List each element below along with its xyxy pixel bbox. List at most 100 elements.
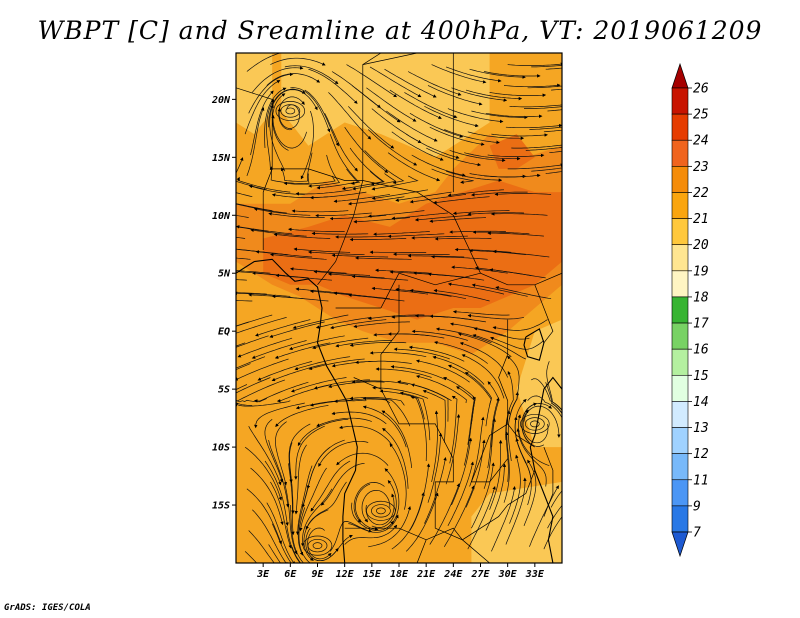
- streamline-377: [431, 64, 487, 84]
- streamline-45: [503, 431, 510, 503]
- streamline-170: [387, 332, 445, 339]
- streamline-8: [405, 492, 439, 552]
- streamline-43: [465, 439, 486, 508]
- streamline-289: [266, 99, 275, 169]
- streamline-16: [248, 530, 275, 563]
- streamline-88: [362, 405, 407, 448]
- streamline-33: [266, 502, 296, 563]
- wbpt-region-20c-2: [471, 481, 562, 563]
- streamline-327: [391, 131, 444, 161]
- streamline-165: [289, 335, 345, 351]
- map-title: WBPT [C] and Sreamline at 400hPa, VT: 20…: [37, 16, 763, 45]
- colorbar-swatch: [671, 401, 689, 428]
- streamline-eddy-north-ring-3: [275, 101, 306, 121]
- streamline-231: [331, 253, 389, 258]
- coastline: [236, 258, 562, 563]
- colorbar-swatch: [671, 166, 689, 193]
- lat-tick-label: 15S: [212, 501, 230, 512]
- streamline-14: [529, 485, 559, 547]
- streamline-351: [547, 109, 562, 112]
- colorbar-swatch: [671, 479, 689, 507]
- streamline-40: [389, 443, 407, 510]
- lon-tick-label: 12E: [336, 569, 355, 580]
- streamline-120: [349, 396, 405, 406]
- streamline-47: [550, 490, 562, 508]
- streamline-321: [268, 88, 306, 128]
- streamline-48: [246, 488, 282, 545]
- streamline-35: [298, 507, 311, 563]
- streamline-139: [415, 359, 470, 383]
- streamline-55: [353, 482, 385, 523]
- colorbar-top-arrow: [671, 62, 689, 89]
- streamline-58: [445, 414, 461, 485]
- border-line-12: [416, 539, 427, 563]
- streamline-15: [543, 516, 562, 550]
- streamline-238: [469, 248, 526, 256]
- border-line-8: [353, 377, 454, 529]
- streamline-167: [335, 340, 392, 348]
- lon-tick-label: 6E: [284, 569, 297, 580]
- streamline-212: [275, 273, 333, 281]
- streamline-317: [511, 144, 562, 149]
- streamline-369: [270, 57, 326, 66]
- streamline-42: [451, 437, 473, 506]
- streamline-171: [411, 329, 468, 341]
- lon-tick-label: 30E: [498, 569, 518, 580]
- streamline-65: [264, 460, 289, 526]
- streamline-179: [255, 319, 311, 337]
- streamline-206: [471, 283, 528, 297]
- streamline-350: [524, 106, 562, 109]
- streamline-248: [349, 237, 407, 242]
- streamline-116: [275, 405, 329, 428]
- streamline-34: [289, 504, 304, 563]
- streamline-358: [366, 87, 417, 122]
- streamline-300: [484, 173, 541, 178]
- streamline-194: [236, 291, 291, 297]
- streamline-287: [494, 192, 552, 196]
- streamline-202: [395, 287, 452, 297]
- streamline-161: [236, 335, 269, 348]
- lon-tick-label: 15E: [363, 569, 382, 580]
- streamline-242: [236, 225, 293, 235]
- streamline-105: [379, 389, 425, 420]
- streamline-208: [236, 279, 247, 281]
- streamline-53: [305, 481, 347, 530]
- streamline-eddy-north-ring-3: [285, 107, 296, 115]
- streamline-133: [290, 377, 347, 393]
- streamline-24: [409, 463, 431, 531]
- border-line-3: [362, 53, 418, 65]
- streamline-168: [349, 342, 407, 347]
- streamline-311: [387, 152, 441, 182]
- streamline-142: [531, 378, 562, 411]
- streamline-99: [288, 423, 311, 483]
- lon-tick-label: 21E: [416, 569, 436, 580]
- border-line-14: [498, 319, 535, 448]
- grads-credit: GrADS: IGES/COLA: [4, 603, 91, 613]
- streamline-234: [393, 252, 450, 256]
- streamline-333: [505, 123, 562, 129]
- streamline-355: [304, 89, 339, 147]
- streamline-250: [387, 233, 445, 239]
- streamline-374: [369, 66, 422, 98]
- streamline-183: [330, 319, 387, 330]
- streamline-348: [485, 112, 543, 118]
- streamline-280: [348, 196, 405, 206]
- colorbar-swatch: [671, 270, 689, 298]
- streamline-284: [433, 196, 490, 205]
- streamline-368: [246, 53, 282, 72]
- streamline-anticyclone-southwest-ring-0: [312, 542, 323, 549]
- streamline-274: [236, 176, 291, 193]
- streamline-214: [313, 269, 371, 276]
- colorbar-label: 18: [693, 290, 709, 305]
- colorbar-swatch: [671, 374, 689, 402]
- streamline-109: [506, 355, 520, 420]
- lon-tick-label: 27E: [470, 569, 490, 580]
- streamline-82: [289, 442, 295, 514]
- colorbar-swatch: [671, 139, 689, 167]
- streamline-128: [236, 384, 248, 391]
- streamline-258: [236, 203, 287, 214]
- streamline-11: [467, 485, 496, 550]
- streamline-307: [280, 152, 313, 182]
- streamline-269: [452, 210, 510, 216]
